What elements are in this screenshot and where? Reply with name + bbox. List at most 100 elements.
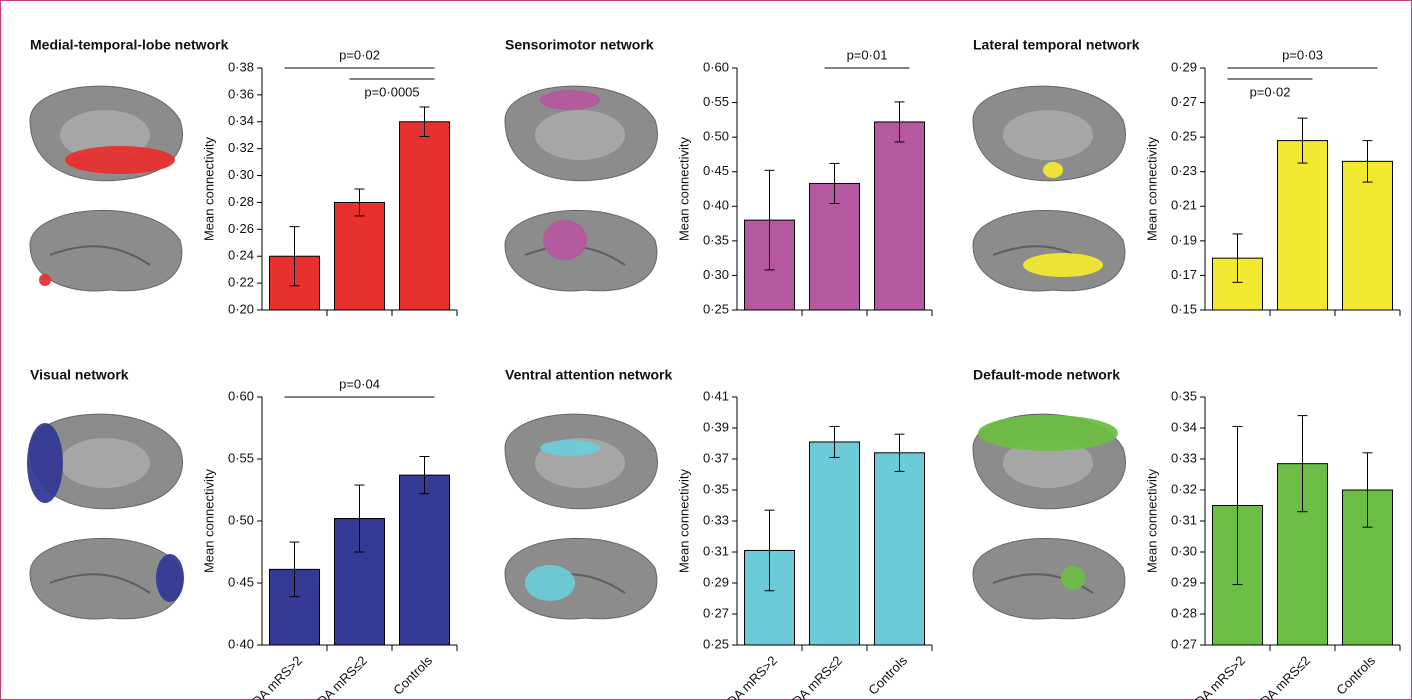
- network-region: [1023, 253, 1103, 277]
- y-tick-label: 0·19: [1171, 232, 1197, 247]
- y-tick-label: 0·40: [703, 198, 729, 213]
- network-region: [1043, 162, 1063, 178]
- significance-label: p=0·0005: [364, 84, 419, 99]
- y-tick-label: 0·22: [228, 275, 254, 290]
- y-tick-label: 0·32: [228, 140, 254, 155]
- significance-label: p=0·02: [1250, 84, 1291, 99]
- y-tick-label: 0·40: [228, 636, 254, 651]
- network-region: [65, 146, 175, 174]
- y-tick-label: 0·20: [228, 301, 254, 316]
- y-tick-label: 0·50: [228, 512, 254, 527]
- network-region: [525, 565, 575, 601]
- chart-title: Default-mode network: [973, 367, 1120, 383]
- y-tick-label: 0·29: [1171, 59, 1197, 74]
- y-tick-label: 0·55: [703, 94, 729, 109]
- brain-lateral: [973, 210, 1125, 291]
- y-tick-label: 0·33: [1171, 450, 1197, 465]
- y-tick-label: 0·39: [703, 419, 729, 434]
- x-tick-label: NMDA mRS≤2: [1243, 653, 1313, 700]
- network-region: [156, 554, 184, 602]
- y-tick-label: 0·25: [703, 301, 729, 316]
- chart-title: Visual network: [30, 367, 129, 383]
- y-tick-label: 0·35: [703, 232, 729, 247]
- y-tick-label: 0·21: [1171, 198, 1197, 213]
- bar: [810, 442, 860, 645]
- network-region: [540, 440, 600, 456]
- y-tick-label: 0·30: [703, 267, 729, 282]
- network-region: [978, 415, 1118, 451]
- x-tick-label: Controls: [390, 653, 435, 698]
- bar: [1343, 161, 1393, 310]
- y-tick-label: 0·50: [703, 129, 729, 144]
- x-tick-label: NMDA mRS>2: [234, 653, 305, 700]
- x-tick-label: NMDA mRS≤2: [775, 653, 845, 700]
- brain-medial-inner: [60, 438, 150, 488]
- network-region: [543, 220, 587, 260]
- bar: [400, 475, 450, 645]
- y-tick-label: 0·28: [1171, 605, 1197, 620]
- y-tick-label: 0·45: [703, 163, 729, 178]
- bar: [400, 122, 450, 310]
- bar: [875, 453, 925, 645]
- y-tick-label: 0·30: [1171, 543, 1197, 558]
- x-tick-label: NMDA mRS>2: [1177, 653, 1248, 700]
- y-tick-label: 0·25: [703, 636, 729, 651]
- brain-medial-inner: [535, 110, 625, 160]
- y-tick-label: 0·55: [228, 450, 254, 465]
- y-tick-label: 0·26: [228, 221, 254, 236]
- y-tick-label: 0·15: [1171, 301, 1197, 316]
- y-tick-label: 0·28: [228, 194, 254, 209]
- y-tick-label: 0·29: [1171, 574, 1197, 589]
- y-tick-label: 0·24: [228, 248, 254, 263]
- y-tick-label: 0·17: [1171, 267, 1197, 282]
- y-tick-label: 0·27: [703, 605, 729, 620]
- y-tick-label: 0·31: [703, 543, 729, 558]
- chart-title: Ventral attention network: [505, 367, 672, 383]
- y-tick-label: 0·35: [703, 481, 729, 496]
- y-tick-label: 0·31: [1171, 512, 1197, 527]
- y-tick-label: 0·25: [1171, 129, 1197, 144]
- brain-lateral: [973, 538, 1125, 619]
- bar: [875, 122, 925, 310]
- significance-label: p=0·01: [847, 47, 888, 62]
- y-tick-label: 0·33: [703, 512, 729, 527]
- y-tick-label: 0·23: [1171, 163, 1197, 178]
- x-tick-label: Controls: [865, 653, 910, 698]
- brain-medial-inner: [1003, 110, 1093, 160]
- y-tick-label: 0·60: [228, 388, 254, 403]
- y-tick-label: 0·29: [703, 574, 729, 589]
- x-tick-label: NMDA mRS>2: [709, 653, 780, 700]
- y-axis-label: Mean connectivity: [201, 468, 216, 573]
- brain-lateral: [30, 210, 182, 291]
- y-tick-label: 0·34: [1171, 419, 1197, 434]
- y-tick-label: 0·36: [228, 86, 254, 101]
- network-region: [1061, 566, 1085, 590]
- y-axis-label: Mean connectivity: [676, 136, 691, 241]
- bar: [335, 202, 385, 310]
- chart-title: Sensorimotor network: [505, 37, 654, 53]
- y-axis-label: Mean connectivity: [1144, 136, 1159, 241]
- x-tick-label: NMDA mRS≤2: [300, 653, 370, 700]
- y-tick-label: 0·45: [228, 574, 254, 589]
- y-tick-label: 0·32: [1171, 481, 1197, 496]
- figure: Medial-temporal-lobe networkMean connect…: [0, 0, 1412, 700]
- y-tick-label: 0·38: [228, 59, 254, 74]
- significance-label: p=0·04: [339, 376, 380, 391]
- y-tick-label: 0·27: [1171, 636, 1197, 651]
- y-axis-label: Mean connectivity: [676, 468, 691, 573]
- significance-label: p=0·02: [339, 47, 380, 62]
- significance-label: p=0·03: [1282, 47, 1323, 62]
- y-tick-label: 0·60: [703, 59, 729, 74]
- x-tick-label: Controls: [1333, 653, 1378, 698]
- network-region: [540, 90, 600, 110]
- y-tick-label: 0·27: [1171, 94, 1197, 109]
- y-axis-label: Mean connectivity: [1144, 468, 1159, 573]
- network-region: [39, 274, 51, 286]
- y-tick-label: 0·30: [228, 167, 254, 182]
- y-tick-label: 0·41: [703, 388, 729, 403]
- chart-title: Lateral temporal network: [973, 37, 1140, 53]
- bar: [1278, 141, 1328, 310]
- network-region: [27, 423, 63, 503]
- y-tick-label: 0·37: [703, 450, 729, 465]
- y-tick-label: 0·35: [1171, 388, 1197, 403]
